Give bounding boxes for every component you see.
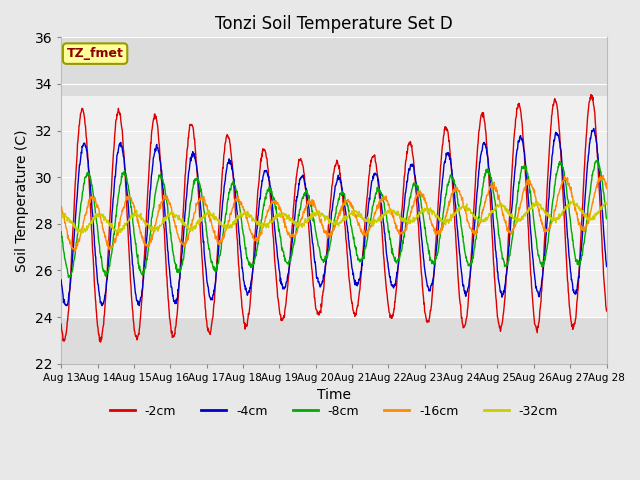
Title: Tonzi Soil Temperature Set D: Tonzi Soil Temperature Set D bbox=[215, 15, 452, 33]
Legend: -2cm, -4cm, -8cm, -16cm, -32cm: -2cm, -4cm, -8cm, -16cm, -32cm bbox=[105, 400, 563, 423]
Bar bbox=[61, 96, 607, 317]
Y-axis label: Soil Temperature (C): Soil Temperature (C) bbox=[15, 129, 29, 272]
X-axis label: Time: Time bbox=[317, 388, 351, 402]
Text: TZ_fmet: TZ_fmet bbox=[67, 47, 124, 60]
